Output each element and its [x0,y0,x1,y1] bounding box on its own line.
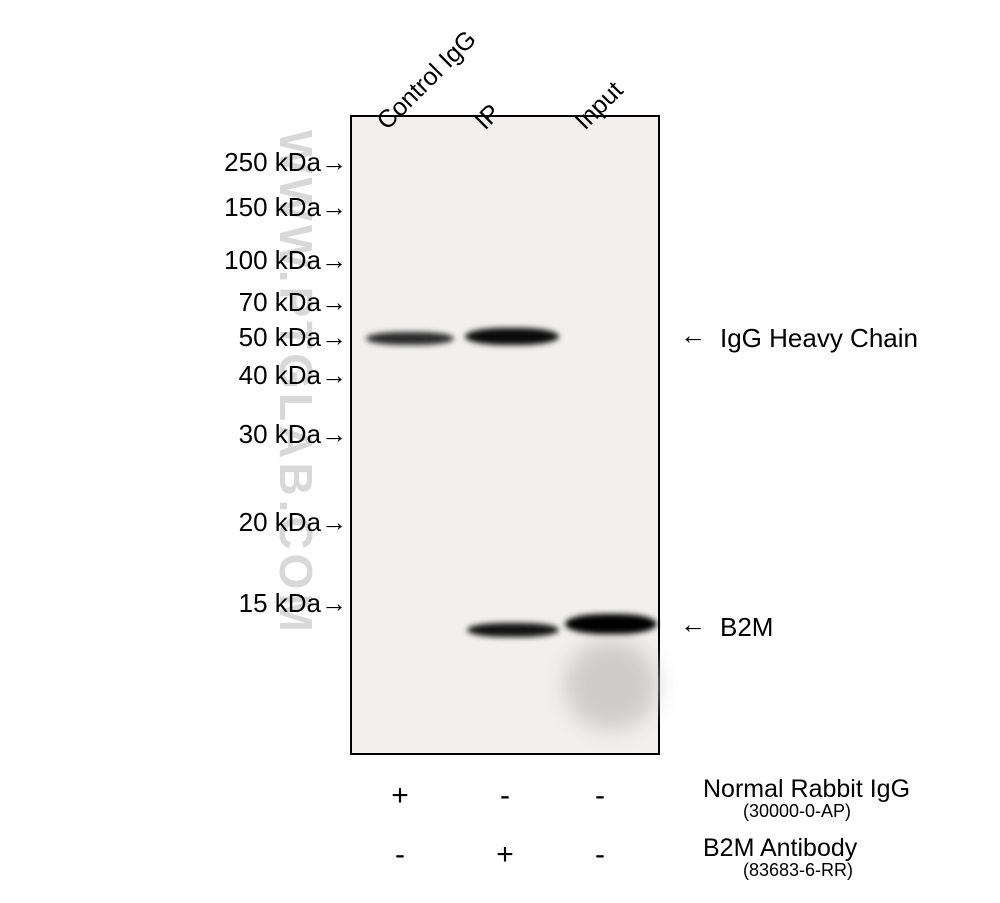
ab-mark-1-1: + [490,838,520,872]
ab-mark-0-0: + [385,779,415,813]
mw-marker-6: 30 kDa→ [239,419,347,450]
band-arrow-1: ← [680,609,706,640]
mw-marker-7: 20 kDa→ [239,507,347,538]
mw-marker-5: 40 kDa→ [239,360,347,391]
ab-mark-0-2: - [585,779,615,813]
mw-marker-0: 250 kDa→ [224,147,347,178]
smear-0 [565,640,657,730]
mw-marker-1: 150 kDa→ [224,192,347,223]
mw-marker-3: 70 kDa→ [239,287,347,318]
ab-mark-1-2: - [585,838,615,872]
mw-marker-8: 15 kDa→ [239,588,347,619]
ab-mark-0-1: - [490,779,520,813]
watermark: WWW.PTGLAB.COM [230,130,330,770]
band-2 [467,623,559,637]
band-label-1: B2M [720,612,773,643]
mw-marker-4: 50 kDa→ [239,322,347,353]
ab-label-1: B2M Antibody [703,834,857,863]
ab-sublabel-0: (30000-0-AP) [743,801,851,822]
band-0 [366,332,454,345]
band-3 [565,614,657,634]
band-arrow-0: ← [680,320,706,351]
ab-label-0: Normal Rabbit IgG [703,775,910,804]
ab-sublabel-1: (83683-6-RR) [743,860,853,881]
mw-marker-2: 100 kDa→ [224,245,347,276]
ab-mark-1-0: - [385,838,415,872]
band-1 [465,328,559,345]
band-label-0: IgG Heavy Chain [720,323,918,354]
